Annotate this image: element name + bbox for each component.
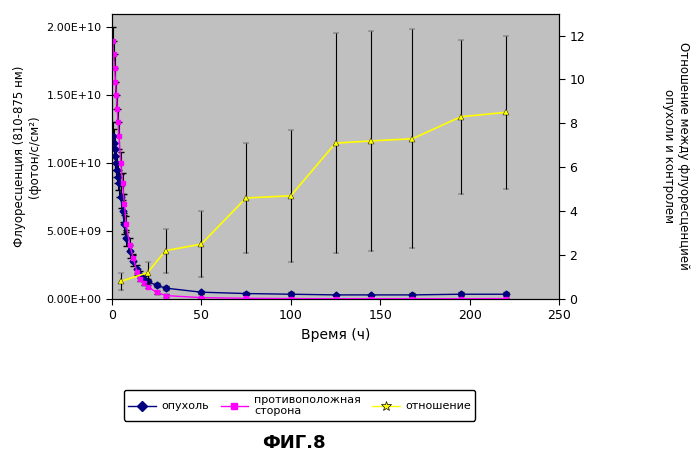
X-axis label: Время (ч): Время (ч) — [301, 328, 370, 342]
Y-axis label: Отношение между флуоресценцией
опухоли и контролем: Отношение между флуоресценцией опухоли и… — [662, 42, 690, 270]
Legend: опухоль, противоположная
сторона, отношение: опухоль, противоположная сторона, отноше… — [124, 390, 475, 421]
Text: ФИГ.8: ФИГ.8 — [261, 434, 326, 453]
Y-axis label: Флуоресценция (810-875 нм)
(фотон/с/см²): Флуоресценция (810-875 нм) (фотон/с/см²) — [13, 66, 41, 247]
